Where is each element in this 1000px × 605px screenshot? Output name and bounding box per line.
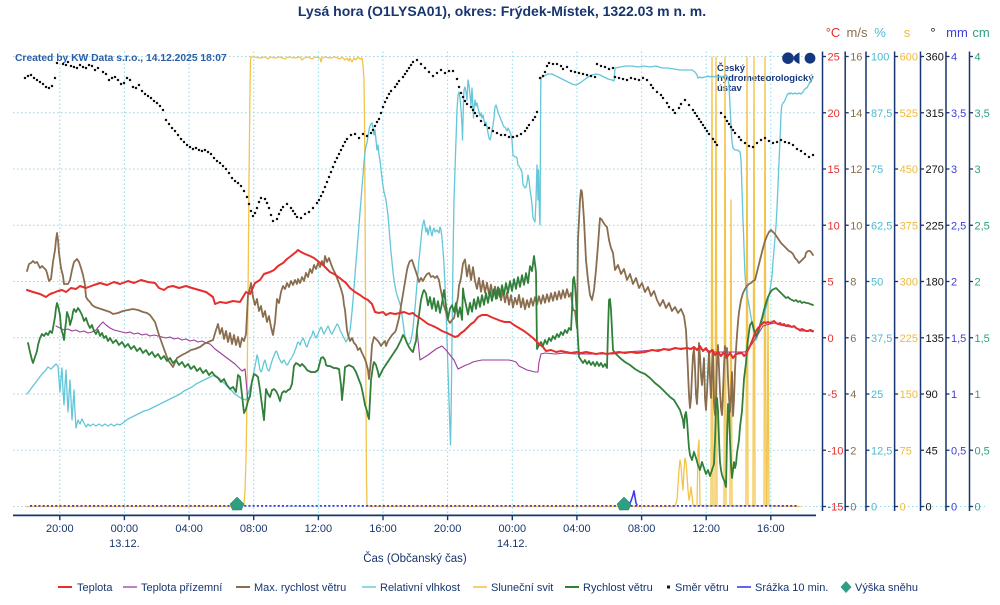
svg-text:225: 225 (926, 220, 944, 232)
svg-text:0: 0 (926, 502, 932, 514)
svg-text:25: 25 (828, 52, 840, 64)
svg-text:225: 225 (900, 333, 918, 345)
svg-text:0: 0 (850, 502, 856, 514)
svg-text:mm: mm (946, 25, 968, 40)
svg-text:37,5: 37,5 (871, 333, 892, 345)
svg-text:600: 600 (900, 52, 918, 64)
svg-text:16: 16 (850, 52, 862, 64)
svg-text:2,5: 2,5 (951, 220, 966, 232)
svg-text:cm: cm (972, 25, 989, 40)
svg-text:2: 2 (951, 277, 957, 289)
svg-text:Výška sněhu: Výška sněhu (855, 582, 918, 594)
svg-text:Created by KW Data s.r.o., 14.: Created by KW Data s.r.o., 14.12.2025 18… (15, 53, 227, 64)
svg-text:75: 75 (871, 164, 883, 176)
svg-text:25: 25 (871, 389, 883, 401)
svg-text:Relativní vlhkost: Relativní vlhkost (380, 582, 460, 594)
svg-text:04:00: 04:00 (175, 523, 203, 535)
svg-text:08:00: 08:00 (240, 523, 268, 535)
svg-text:14: 14 (850, 108, 862, 120)
svg-text:10: 10 (828, 220, 840, 232)
svg-text:-10: -10 (828, 445, 844, 457)
svg-text:3: 3 (951, 164, 957, 176)
svg-text:450: 450 (900, 164, 918, 176)
svg-text:3: 3 (975, 164, 981, 176)
svg-text:12:00: 12:00 (305, 523, 333, 535)
svg-text:150: 150 (900, 389, 918, 401)
svg-text:Směr větru: Směr větru (675, 582, 729, 594)
svg-text:10: 10 (850, 220, 862, 232)
svg-text:Český: Český (717, 62, 746, 74)
svg-text:0,5: 0,5 (975, 445, 990, 457)
svg-text:13.12.: 13.12. (109, 538, 140, 550)
svg-text:12:00: 12:00 (692, 523, 720, 535)
svg-text:375: 375 (900, 220, 918, 232)
svg-text:135: 135 (926, 333, 944, 345)
svg-text:20:00: 20:00 (46, 523, 74, 535)
svg-text:Čas (Občanský čas): Čas (Občanský čas) (363, 552, 467, 565)
svg-text:360: 360 (926, 52, 944, 64)
svg-text:-5: -5 (828, 389, 838, 401)
svg-text:15: 15 (828, 164, 840, 176)
svg-text:16:00: 16:00 (757, 523, 785, 535)
svg-text:270: 270 (926, 164, 944, 176)
svg-text:00:00: 00:00 (499, 523, 527, 535)
svg-text:0: 0 (900, 502, 906, 514)
svg-text:12: 12 (850, 164, 862, 176)
svg-text:4: 4 (951, 52, 957, 64)
svg-text:-15: -15 (828, 502, 844, 514)
svg-text:100: 100 (871, 52, 889, 64)
svg-text:0: 0 (828, 333, 834, 345)
svg-text:45: 45 (926, 445, 938, 457)
svg-text:Rychlost větru: Rychlost větru (583, 582, 653, 594)
svg-text:20: 20 (828, 108, 840, 120)
svg-text:°: ° (930, 25, 935, 40)
svg-text:Lysá hora (O1LYSA01), okres: F: Lysá hora (O1LYSA01), okres: Frýdek-Míst… (298, 3, 706, 19)
svg-text:87,5: 87,5 (871, 108, 892, 120)
svg-text:0: 0 (975, 502, 981, 514)
svg-text:1,5: 1,5 (951, 333, 966, 345)
svg-text:1: 1 (975, 389, 981, 401)
svg-text:315: 315 (926, 108, 944, 120)
svg-text:2: 2 (975, 277, 981, 289)
svg-text:Sluneční svit: Sluneční svit (491, 582, 553, 594)
svg-text:90: 90 (926, 389, 938, 401)
svg-text:12,5: 12,5 (871, 445, 892, 457)
svg-text:8: 8 (850, 277, 856, 289)
svg-text:1: 1 (951, 389, 957, 401)
svg-text:2,5: 2,5 (975, 220, 990, 232)
svg-text:0,5: 0,5 (951, 445, 966, 457)
svg-text:4: 4 (850, 389, 856, 401)
svg-text:0: 0 (871, 502, 877, 514)
svg-text:Teplota: Teplota (77, 582, 113, 594)
svg-text:6: 6 (850, 333, 856, 345)
svg-text:75: 75 (900, 445, 912, 457)
svg-text:20:00: 20:00 (434, 523, 462, 535)
svg-text:50: 50 (871, 277, 883, 289)
svg-text:14.12.: 14.12. (497, 538, 528, 550)
svg-text:04:00: 04:00 (563, 523, 591, 535)
svg-text:0: 0 (951, 502, 957, 514)
svg-text:3,5: 3,5 (975, 108, 990, 120)
svg-text:m/s: m/s (847, 25, 868, 40)
svg-text:3,5: 3,5 (951, 108, 966, 120)
svg-text:300: 300 (900, 277, 918, 289)
svg-text:Teplota přízemní: Teplota přízemní (141, 582, 222, 594)
svg-text:5: 5 (828, 277, 834, 289)
svg-text:00:00: 00:00 (111, 523, 139, 535)
svg-text:s: s (904, 25, 911, 40)
svg-text:16:00: 16:00 (369, 523, 397, 535)
svg-text:%: % (874, 25, 886, 40)
svg-text:Srážka 10 min.: Srážka 10 min. (755, 582, 828, 594)
svg-text:°C: °C (826, 25, 841, 40)
svg-text:08:00: 08:00 (628, 523, 656, 535)
svg-text:1,5: 1,5 (975, 333, 990, 345)
svg-text:180: 180 (926, 277, 944, 289)
svg-text:4: 4 (975, 52, 981, 64)
svg-text:62,5: 62,5 (871, 220, 892, 232)
svg-text:2: 2 (850, 445, 856, 457)
svg-text:525: 525 (900, 108, 918, 120)
svg-text:Max. rychlost větru: Max. rychlost větru (254, 582, 346, 594)
